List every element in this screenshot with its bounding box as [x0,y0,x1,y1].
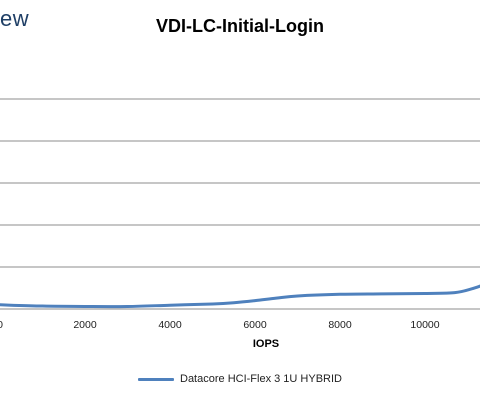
series-line-0 [0,284,480,309]
legend-label: Datacore HCI-Flex 3 1U HYBRID [180,373,342,385]
x-axis-label: IOPS [252,338,280,350]
legend: Datacore HCI-Flex 3 1U HYBRID [0,373,480,385]
legend-swatch [138,377,174,381]
gridlines [0,98,480,310]
x-axis-ticks: 0 2000 4000 6000 8000 10000 [0,319,440,331]
x-tick-label-2: 4000 [158,319,182,331]
x-tick-label-5: 10000 [410,319,439,331]
x-tick-label-4: 8000 [328,319,352,331]
brand-logo-text: ew [0,6,30,31]
x-tick-label-3: 6000 [243,319,267,331]
series-lines [0,284,480,309]
chart-title: VDI-LC-Initial-Login [156,16,324,36]
x-tick-label-1: 2000 [73,319,97,331]
x-tick-label-0: 0 [0,319,3,331]
